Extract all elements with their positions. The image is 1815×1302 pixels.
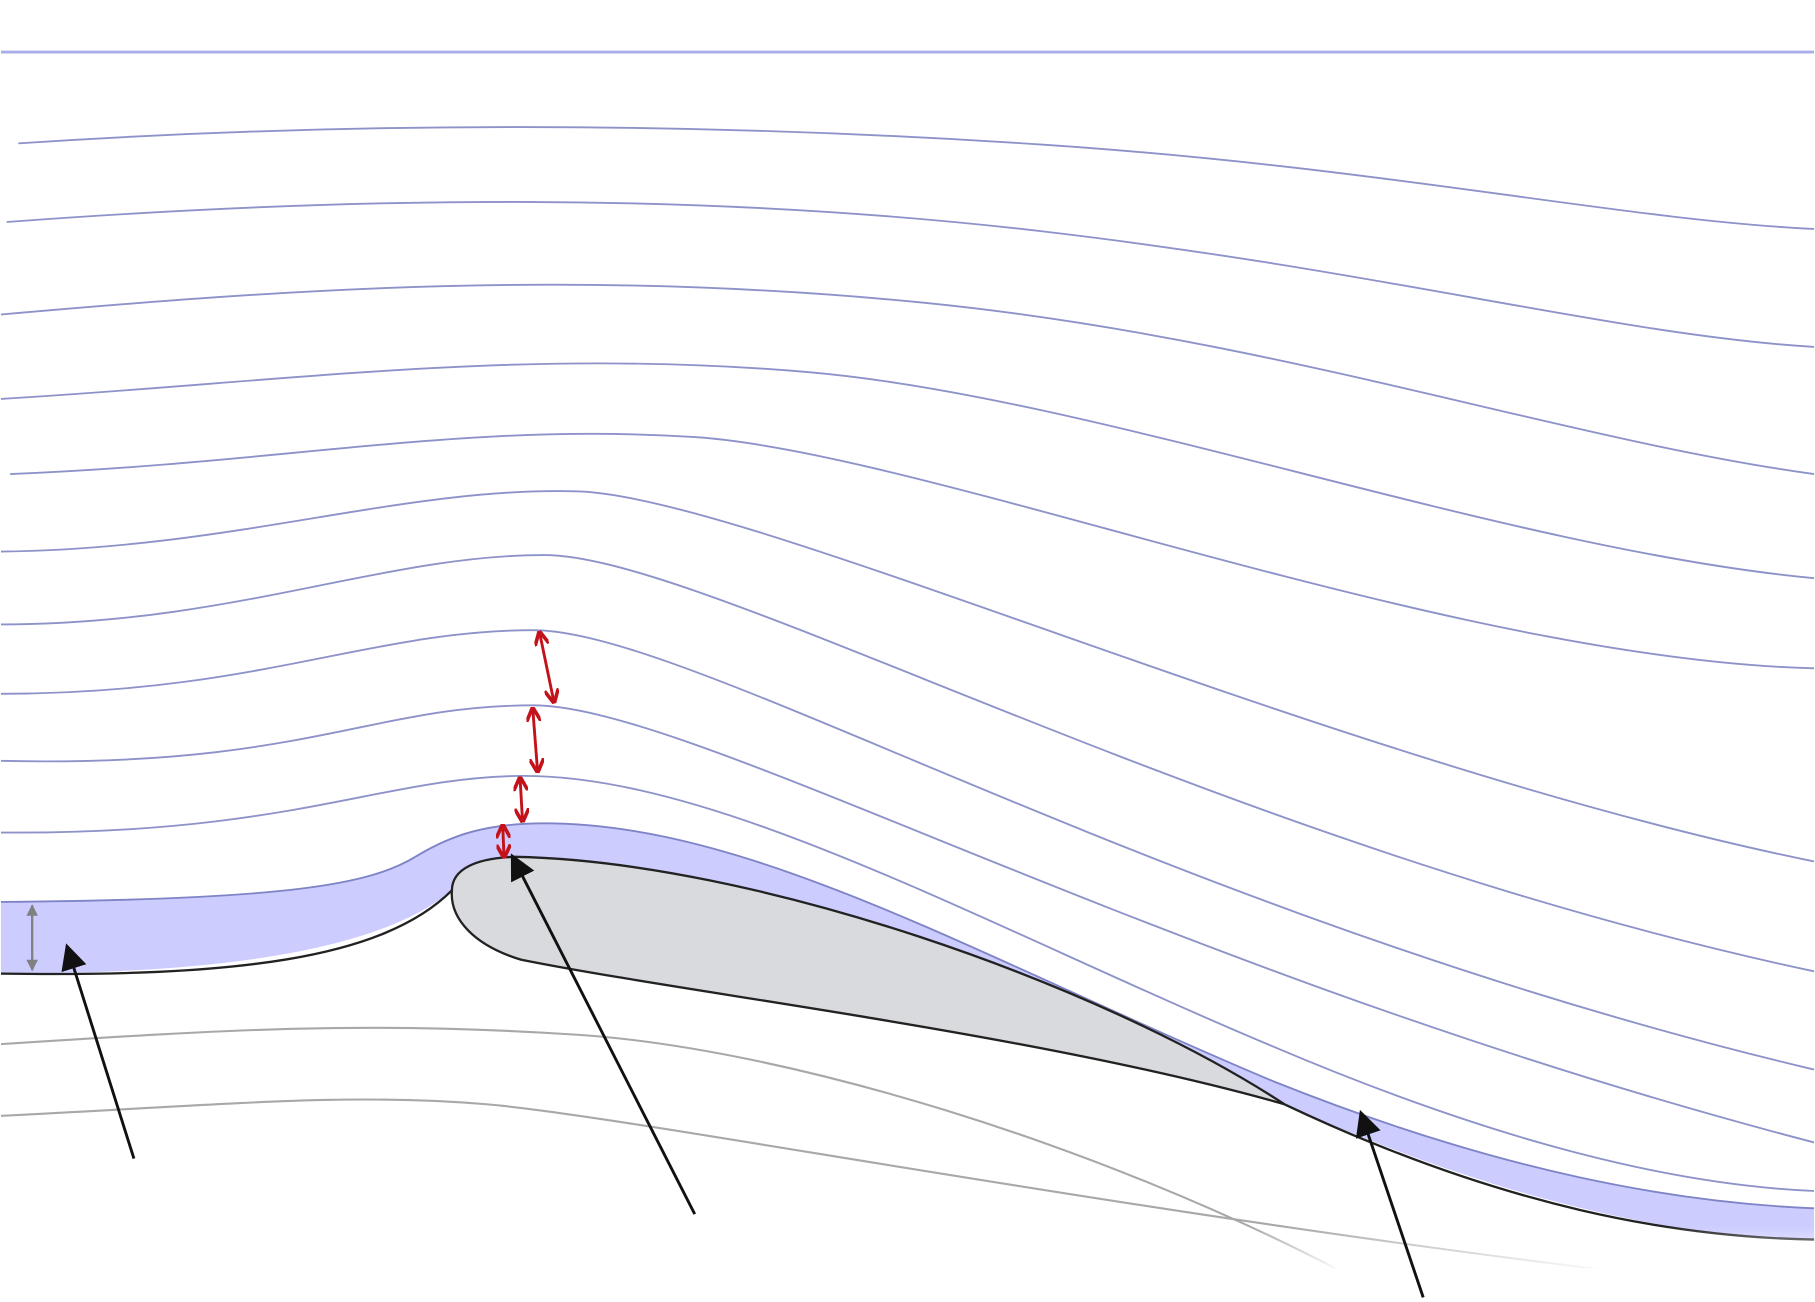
fade — [0, 1268, 1815, 1302]
pointer-arrow — [510, 853, 697, 1215]
spacing-arrow — [503, 827, 504, 856]
boundary-layer — [0, 823, 1815, 1240]
pointer-arrow — [61, 943, 136, 1160]
streamline — [18, 126, 1815, 230]
streamline — [0, 629, 1815, 1071]
streamlines — [0, 126, 1815, 1144]
pointer-arrows — [61, 853, 1425, 1298]
streamline — [0, 1098, 1620, 1273]
boundary-layer-edge — [0, 774, 1815, 1192]
streamline — [0, 490, 1815, 863]
spacing-arrow — [533, 710, 538, 770]
streamline — [6, 200, 1815, 348]
streamline — [0, 283, 1815, 476]
spacing-arrows — [503, 634, 554, 856]
streamline — [0, 362, 1815, 580]
spacing-arrow — [540, 634, 554, 701]
lower-streamlines — [0, 1026, 1815, 1302]
streamline — [0, 704, 1815, 1144]
streamline — [0, 554, 1815, 973]
streamline — [10, 432, 1815, 670]
pointer-arrow — [1355, 1109, 1425, 1298]
fade — [0, 1225, 1815, 1272]
surface — [0, 889, 453, 976]
boundary-layer-outer — [0, 822, 1815, 1210]
spacing-arrow — [520, 779, 522, 819]
streamline — [0, 1026, 1343, 1273]
